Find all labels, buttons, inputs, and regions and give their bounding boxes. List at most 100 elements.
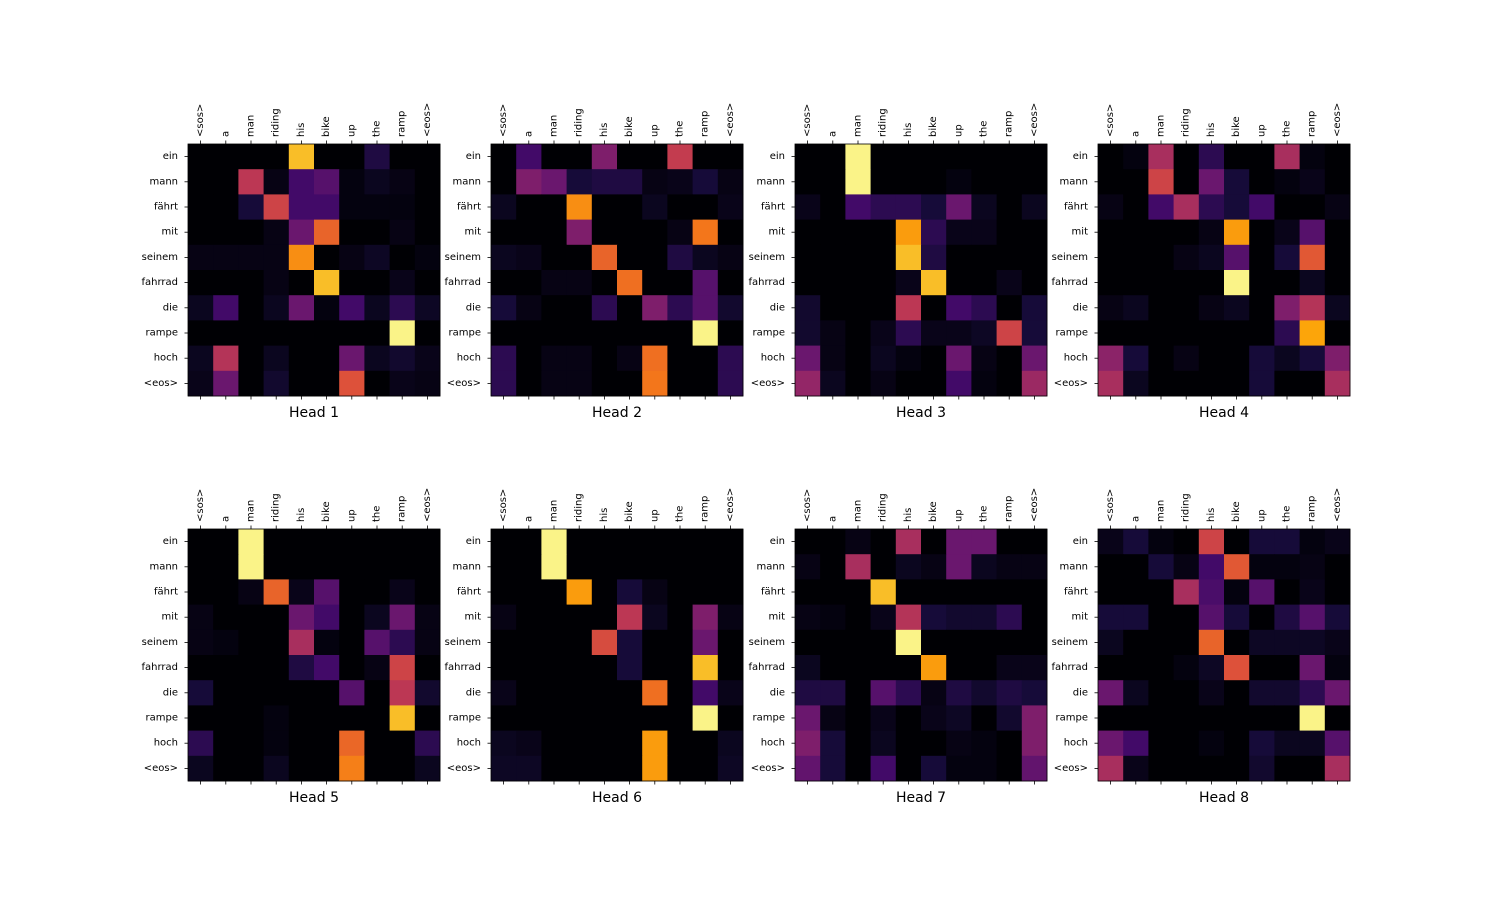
x-tick-label: up bbox=[346, 124, 357, 137]
heatmap-cell bbox=[1173, 194, 1200, 220]
heatmap-cell bbox=[692, 655, 719, 681]
heatmap-cell bbox=[541, 345, 567, 372]
heatmap-cell bbox=[996, 579, 1023, 605]
heatmap-cell bbox=[414, 554, 441, 580]
x-tick-label: his bbox=[599, 123, 610, 137]
heatmap-cell bbox=[921, 680, 947, 706]
y-tick-label: <eos> bbox=[1054, 763, 1088, 774]
heatmap-cell bbox=[1324, 705, 1351, 731]
heatmap-cell bbox=[389, 755, 416, 782]
heatmap-cell bbox=[1148, 219, 1174, 246]
heatmap-cell bbox=[1173, 270, 1200, 296]
heatmap-cell bbox=[1123, 320, 1149, 346]
heatmap-cell bbox=[314, 219, 340, 246]
heatmap-cell bbox=[541, 629, 567, 656]
heatmap-cell bbox=[971, 345, 997, 372]
heatmap-cell bbox=[692, 579, 719, 605]
heatmap-cell bbox=[1224, 529, 1250, 555]
heatmap-cell bbox=[339, 579, 365, 605]
heatmap-cell bbox=[667, 194, 693, 220]
x-tick-label: the bbox=[1282, 506, 1293, 522]
heatmap-cell bbox=[971, 219, 997, 246]
heatmap-cell bbox=[795, 144, 821, 170]
heatmap-cell bbox=[188, 169, 214, 195]
heatmap-cell bbox=[364, 730, 390, 757]
heatmap-cell bbox=[946, 604, 972, 631]
heatmap-cell bbox=[921, 755, 947, 782]
y-tick-label: rampe bbox=[1056, 713, 1088, 724]
heatmap-cell bbox=[996, 320, 1023, 346]
heatmap-cell bbox=[1198, 270, 1225, 296]
heatmap-cell bbox=[617, 295, 643, 321]
heatmap-cell bbox=[213, 295, 239, 321]
heatmap-cell bbox=[1299, 655, 1326, 681]
heatmap-cell bbox=[946, 370, 972, 397]
heatmap-cell bbox=[414, 755, 441, 782]
head-title: Head 2 bbox=[592, 405, 642, 421]
x-tick-label: <eos> bbox=[422, 103, 433, 137]
head-panel-2: <sos> a man riding his bike up the ramp <eos> ein m… bbox=[444, 103, 744, 421]
heatmap-cell bbox=[921, 345, 947, 372]
heatmap-cell bbox=[188, 705, 214, 731]
y-tick-label: hoch bbox=[154, 353, 178, 364]
heatmap-cell bbox=[1198, 730, 1225, 757]
heatmap-cell bbox=[591, 320, 618, 346]
heatmap-cell bbox=[1324, 579, 1351, 605]
y-tick-label: fahrrad bbox=[444, 662, 481, 673]
heatmap-cell bbox=[895, 629, 922, 656]
heatmap-cell bbox=[1299, 295, 1326, 321]
heatmap-cell bbox=[667, 655, 693, 681]
heatmap-cell bbox=[946, 219, 972, 246]
x-tick-label: his bbox=[903, 508, 914, 522]
heatmap-cell bbox=[870, 219, 897, 246]
heatmap-cell bbox=[389, 144, 416, 170]
heatmap-cell bbox=[667, 529, 693, 555]
heatmap-cell bbox=[717, 320, 744, 346]
heatmap-cell bbox=[364, 604, 390, 631]
heatmap-cell bbox=[188, 680, 214, 706]
heatmap-cell bbox=[541, 320, 567, 346]
heatmap-cell bbox=[591, 295, 618, 321]
heatmap-cell bbox=[795, 345, 821, 372]
heatmap-cell bbox=[1173, 730, 1200, 757]
heatmap-cell bbox=[238, 320, 264, 346]
heatmap-cell bbox=[364, 270, 390, 296]
heatmap-cell bbox=[1224, 295, 1250, 321]
heatmap-cell bbox=[339, 295, 365, 321]
heatmap-cell bbox=[414, 655, 441, 681]
y-tick-label: fahrrad bbox=[141, 662, 178, 673]
heatmap-cell bbox=[795, 554, 821, 580]
heatmap-cell bbox=[1148, 604, 1174, 631]
heatmap-cell bbox=[1198, 219, 1225, 246]
heatmap-cell bbox=[667, 730, 693, 757]
heatmap-cell bbox=[491, 194, 517, 220]
heatmap-cell bbox=[414, 144, 441, 170]
heatmap-cell bbox=[642, 144, 668, 170]
heatmap-cell bbox=[642, 295, 668, 321]
x-tick-label: a bbox=[1130, 516, 1141, 522]
heatmap-cell bbox=[364, 755, 390, 782]
heatmap-cell bbox=[541, 655, 567, 681]
x-tick-label: a bbox=[827, 516, 838, 522]
heatmap-cell bbox=[213, 270, 239, 296]
heatmap-cell bbox=[667, 705, 693, 731]
heatmap-cell bbox=[1173, 144, 1200, 170]
heatmap-cell bbox=[263, 345, 290, 372]
heatmap-cell bbox=[895, 345, 922, 372]
heatmap-cell bbox=[1224, 270, 1250, 296]
heatmap-cell bbox=[1249, 270, 1275, 296]
heatmap-cell bbox=[1021, 629, 1048, 656]
heatmap-cell bbox=[188, 579, 214, 605]
heatmap-cell bbox=[946, 295, 972, 321]
heatmap-cell bbox=[895, 554, 922, 580]
axes-frame bbox=[490, 143, 744, 397]
heatmap-cell bbox=[820, 554, 846, 580]
heatmap-cell bbox=[1299, 194, 1326, 220]
heatmap-cell bbox=[996, 169, 1023, 195]
heatmap-cell bbox=[717, 144, 744, 170]
heatmap-cell bbox=[1021, 604, 1048, 631]
heatmap-cell bbox=[516, 244, 542, 271]
heatmap-cell bbox=[795, 755, 821, 782]
heatmap-cell bbox=[288, 604, 315, 631]
heatmap-cell bbox=[213, 320, 239, 346]
